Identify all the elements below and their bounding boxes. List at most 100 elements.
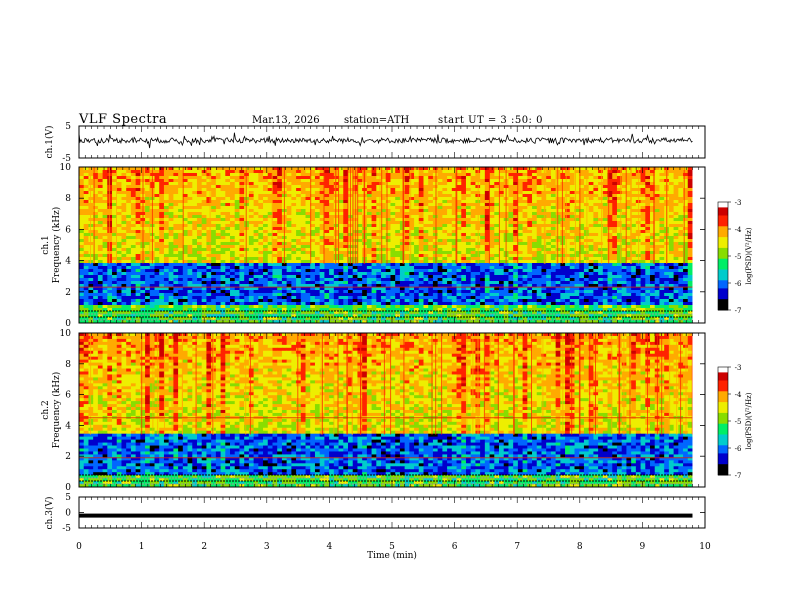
spectrogram-cell — [211, 263, 217, 267]
spectrogram-cell — [178, 278, 184, 282]
spectrogram-cell — [314, 173, 321, 177]
spectrogram-cell — [527, 173, 533, 177]
spectrogram-cell — [277, 266, 283, 270]
spectrogram-cell — [300, 182, 306, 186]
spectrogram-cell — [272, 176, 278, 180]
spectrogram-cell — [616, 203, 623, 207]
spectrogram-cell — [437, 224, 443, 228]
spectrogram-cell — [631, 167, 637, 171]
spectrogram-cell — [296, 263, 302, 267]
spectrogram-cell — [300, 272, 306, 276]
spectrogram-cell — [126, 275, 132, 279]
spectrogram-cell — [272, 185, 278, 189]
spectrogram-cell — [97, 191, 103, 195]
spectrogram-cell — [484, 194, 490, 198]
spectrogram-cell — [442, 179, 448, 183]
spectrogram-cell — [565, 260, 571, 264]
spectrogram-cell — [112, 245, 118, 249]
spectrogram-cell — [470, 236, 476, 240]
spectrogram-cell — [631, 242, 637, 246]
spectrogram-cell — [522, 269, 528, 273]
spectrogram-cell — [314, 266, 321, 270]
spectrogram-cell — [432, 272, 439, 276]
spectrogram-cell — [645, 221, 651, 225]
spectrogram-cell — [310, 170, 316, 174]
spectrogram-cell — [461, 212, 467, 216]
spectrogram-cell — [574, 272, 580, 276]
spectrogram-cell — [678, 218, 684, 222]
spectrogram-cell — [499, 233, 505, 237]
spectrogram-cell — [215, 191, 221, 195]
spectrogram-cell — [357, 221, 363, 225]
spectrogram-cell — [272, 233, 278, 237]
spectrogram-cell — [565, 251, 571, 255]
spectrogram-cell — [536, 182, 542, 186]
spectrogram-cell — [324, 200, 330, 204]
spectrogram-cell — [414, 212, 420, 216]
spectrogram-cell — [329, 221, 335, 225]
spectrogram-cell — [79, 269, 85, 273]
spectrogram-cell — [253, 176, 259, 180]
spectrogram-cell — [631, 182, 637, 186]
spectrogram-cell — [126, 194, 132, 198]
spectrogram-cell — [135, 176, 141, 180]
spectrogram-cell — [244, 218, 250, 222]
spectrogram-cell — [201, 278, 207, 282]
spectrogram-cell — [447, 278, 453, 282]
spectrogram-cell — [107, 173, 113, 177]
spectrogram-cell — [263, 191, 269, 195]
spectrogram-cell — [631, 245, 637, 249]
spectrogram-cell — [461, 221, 467, 225]
spectrogram-cell — [83, 248, 89, 252]
spectrogram-cell — [465, 242, 472, 246]
spectrogram-cell — [253, 233, 259, 237]
spectrogram-cell — [305, 194, 311, 198]
spectrogram-cell — [102, 275, 108, 279]
spectrogram-cell — [79, 260, 85, 264]
spectrogram-cell — [527, 248, 533, 252]
spectrogram-cell — [154, 278, 160, 282]
spectrogram-cell — [683, 248, 689, 252]
spectrogram-cell — [668, 251, 674, 255]
spectrogram-cell — [357, 257, 363, 261]
spectrogram-cell — [314, 215, 321, 219]
spectrogram-cell — [442, 248, 448, 252]
spectrogram-cell — [621, 263, 627, 267]
spectrogram-cell — [220, 221, 226, 225]
spectrogram-cell — [206, 245, 212, 249]
spectrogram-cell — [314, 188, 321, 192]
spectrogram-cell — [234, 275, 240, 279]
spectrogram-cell — [83, 278, 89, 282]
spectrogram-cell — [560, 251, 566, 255]
spectrogram-cell — [650, 266, 656, 270]
spectrogram-cell — [107, 215, 113, 219]
spectrogram-cell — [97, 209, 103, 213]
spectrogram-cell — [376, 233, 382, 237]
spectrogram-cell — [442, 209, 448, 213]
spectrogram-cell — [640, 245, 646, 249]
spectrogram-cell — [683, 254, 689, 258]
spectrogram-cell — [258, 221, 264, 225]
spectrogram-cell — [465, 251, 472, 255]
spectrogram-cell — [291, 254, 297, 258]
spectrogram-cell — [432, 227, 439, 231]
spectrogram-cell — [277, 188, 283, 192]
spectrogram-cell — [286, 251, 292, 255]
spectrogram-cell — [640, 215, 646, 219]
spectrogram-cell — [650, 197, 656, 201]
spectrogram-cell — [390, 224, 396, 228]
spectrogram-cell — [187, 188, 193, 192]
spectrogram-cell — [626, 272, 632, 276]
spectrogram-cell — [215, 167, 221, 171]
spectrogram-cell — [385, 176, 391, 180]
spectrogram-cell — [607, 248, 613, 252]
spectrogram-cell — [107, 245, 113, 249]
spectrogram-cell — [324, 251, 330, 255]
spectrogram-cell — [343, 236, 349, 240]
spectrogram-cell — [593, 209, 599, 213]
spectrogram-cell — [225, 188, 231, 192]
spectrogram-cell — [650, 263, 656, 267]
spectrogram-cell — [588, 191, 594, 195]
spectrogram-cell — [107, 263, 113, 267]
spectrogram-cell — [480, 236, 486, 240]
